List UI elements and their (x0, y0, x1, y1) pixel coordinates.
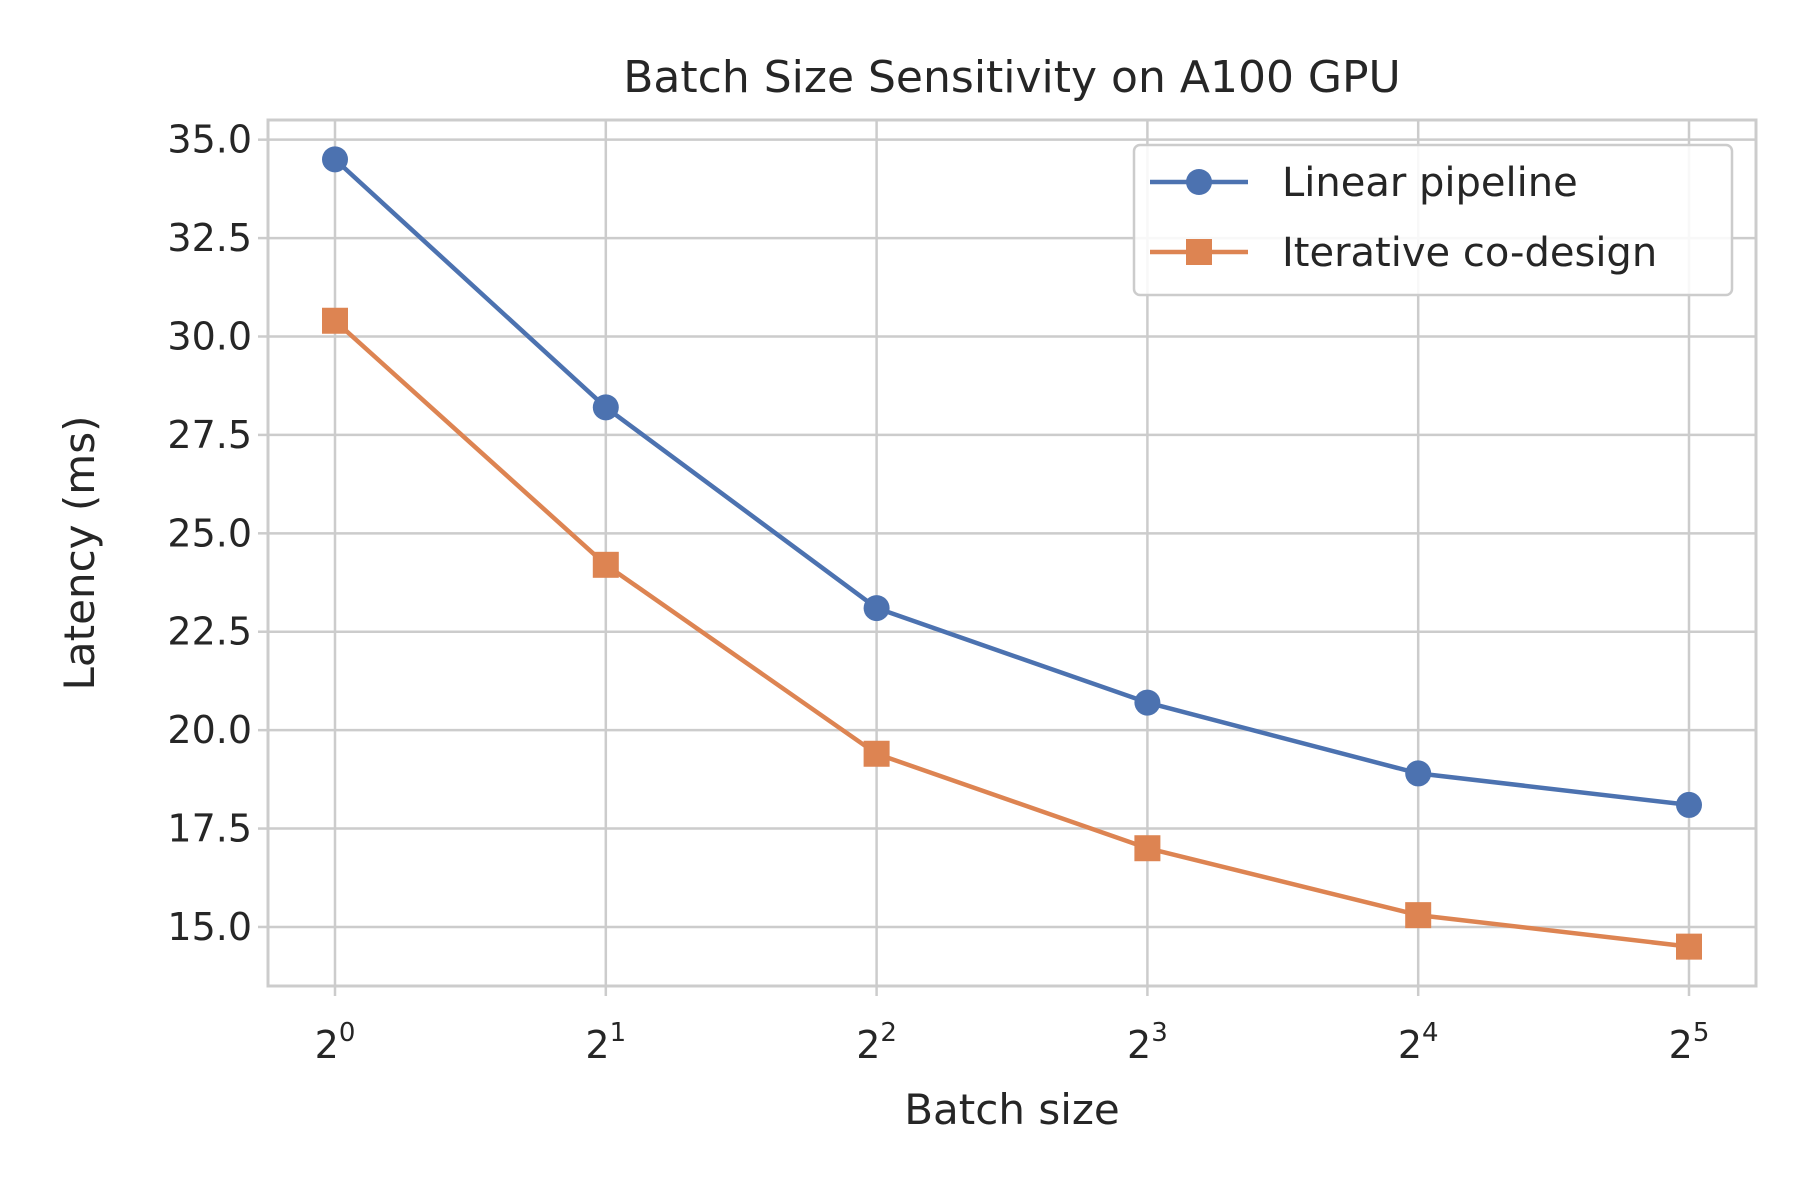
y-tick-label: 22.5 (167, 610, 252, 654)
legend-marker-iterative-co-design (1186, 239, 1212, 265)
legend-marker-linear-pipeline (1186, 169, 1212, 195)
series-layer (322, 146, 1702, 960)
data-point-linear-pipeline (863, 595, 890, 622)
y-tick-label: 27.5 (167, 413, 252, 457)
y-axis-label: Latency (ms) (55, 416, 104, 691)
x-tick-label: 24 (1398, 1018, 1439, 1067)
data-point-linear-pipeline (1134, 689, 1161, 716)
legend: Linear pipeline Iterative co-design (1132, 143, 1734, 297)
y-tick-label: 25.0 (167, 511, 252, 555)
data-point-iterative-co-design (592, 551, 619, 578)
legend-label-iterative-co-design: Iterative co-design (1282, 230, 1657, 276)
tick-labels: 20 21 22 23 24 25 15.0 17.5 20.0 22.5 25.0 27.5 30.0… (167, 118, 1709, 1067)
data-point-iterative-co-design (863, 740, 890, 767)
x-tick-label: 25 (1669, 1018, 1710, 1067)
legend-label-linear-pipeline: Linear pipeline (1282, 160, 1578, 206)
data-point-iterative-co-design (1676, 933, 1702, 960)
series-line-linear-pipeline (333, 157, 1690, 808)
data-point-linear-pipeline (322, 146, 348, 173)
legend-box (1132, 143, 1734, 297)
y-tick-label: 17.5 (167, 807, 252, 851)
chart-title: Batch Size Sensitivity on A100 GPU (623, 52, 1401, 103)
x-tick-label: 22 (856, 1018, 897, 1067)
y-tick-label: 30.0 (167, 315, 252, 359)
x-tick-label: 20 (315, 1018, 356, 1067)
x-axis-label: Batch size (904, 1085, 1120, 1134)
x-tick-label: 21 (585, 1018, 626, 1067)
data-point-linear-pipeline (1405, 760, 1432, 787)
y-tick-label: 35.0 (167, 118, 252, 162)
y-tick-label: 32.5 (167, 216, 252, 260)
data-point-iterative-co-design (1405, 902, 1432, 929)
y-tick-label: 15.0 (167, 905, 252, 949)
data-point-linear-pipeline (1676, 791, 1702, 818)
data-point-iterative-co-design (322, 307, 348, 334)
data-point-iterative-co-design (1134, 835, 1161, 862)
x-tick-label: 23 (1127, 1018, 1168, 1067)
series-line-iterative-co-design (333, 319, 1690, 949)
y-tick-label: 20.0 (167, 708, 252, 752)
data-point-linear-pipeline (592, 394, 619, 421)
